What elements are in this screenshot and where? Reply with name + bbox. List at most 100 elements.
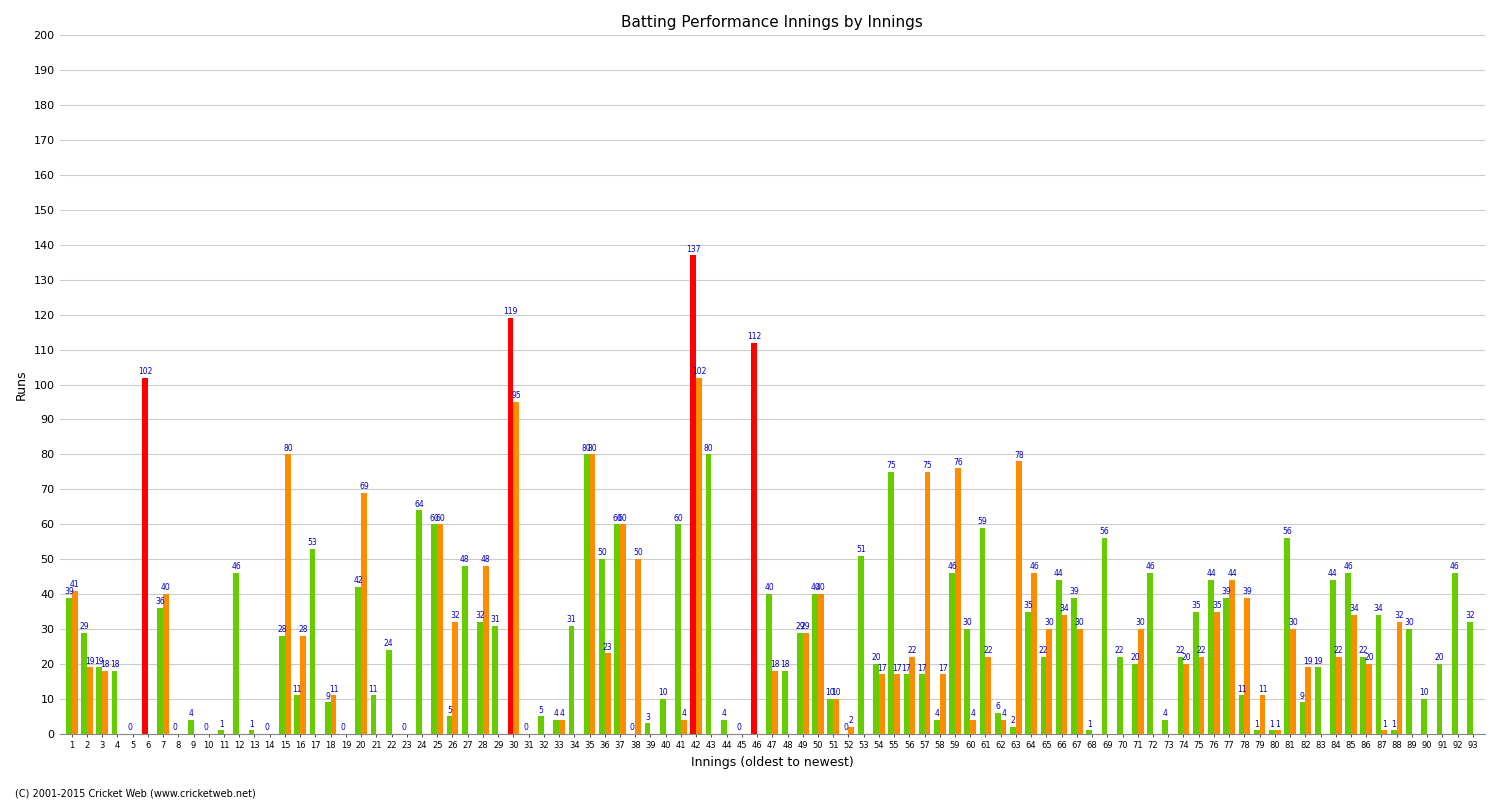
Text: 1: 1: [1088, 719, 1092, 729]
Text: 75: 75: [886, 461, 896, 470]
Text: 46: 46: [1144, 562, 1155, 571]
Text: 50: 50: [597, 549, 606, 558]
Text: 0: 0: [172, 723, 178, 732]
Bar: [752, 342, 758, 734]
Text: 112: 112: [747, 332, 762, 341]
Text: 4: 4: [1162, 709, 1168, 718]
Bar: [766, 594, 772, 734]
Bar: [1071, 598, 1077, 734]
Bar: [1352, 615, 1358, 734]
Bar: [873, 664, 879, 734]
Bar: [858, 556, 864, 734]
Bar: [696, 378, 702, 734]
Bar: [568, 626, 574, 734]
Text: 60: 60: [612, 514, 622, 522]
Bar: [102, 671, 108, 734]
Text: 1: 1: [219, 719, 224, 729]
Text: 18: 18: [100, 660, 109, 669]
Bar: [1101, 538, 1107, 734]
Bar: [796, 633, 802, 734]
Text: 34: 34: [1059, 604, 1070, 614]
Bar: [1406, 629, 1411, 734]
Bar: [705, 454, 711, 734]
Text: 4: 4: [934, 709, 939, 718]
Bar: [681, 720, 687, 734]
Bar: [294, 695, 300, 734]
Bar: [1254, 730, 1260, 734]
Text: 20: 20: [871, 654, 880, 662]
Text: 18: 18: [780, 660, 789, 669]
Text: 78: 78: [1014, 450, 1023, 460]
Text: 11: 11: [1258, 685, 1268, 694]
Text: 119: 119: [504, 307, 518, 317]
Bar: [362, 493, 368, 734]
Bar: [279, 636, 285, 734]
Text: 59: 59: [978, 517, 987, 526]
Text: 95: 95: [512, 391, 520, 400]
Text: 60: 60: [674, 514, 682, 522]
Bar: [802, 633, 808, 734]
Text: 48: 48: [482, 555, 490, 565]
Text: 69: 69: [358, 482, 369, 491]
Bar: [940, 674, 945, 734]
Text: 10: 10: [1419, 688, 1430, 697]
Bar: [447, 716, 453, 734]
Bar: [690, 255, 696, 734]
Text: 30: 30: [1076, 618, 1084, 627]
Text: 17: 17: [892, 664, 902, 673]
Bar: [1346, 573, 1352, 734]
Bar: [833, 699, 839, 734]
Text: 30: 30: [1288, 618, 1298, 627]
Text: 40: 40: [160, 583, 171, 592]
Text: 19: 19: [86, 657, 94, 666]
Text: 31: 31: [490, 614, 500, 624]
Bar: [950, 573, 956, 734]
Text: 22: 22: [1334, 646, 1344, 655]
Text: 51: 51: [856, 545, 865, 554]
Bar: [111, 671, 117, 734]
Title: Batting Performance Innings by Innings: Batting Performance Innings by Innings: [621, 15, 922, 30]
Bar: [598, 559, 604, 734]
Bar: [1178, 657, 1184, 734]
Text: 20: 20: [1365, 654, 1374, 662]
Text: 1: 1: [1275, 719, 1280, 729]
Text: 23: 23: [603, 642, 612, 652]
Text: 35: 35: [1212, 601, 1221, 610]
Text: 32: 32: [1466, 611, 1474, 620]
Bar: [986, 657, 992, 734]
Bar: [66, 598, 72, 734]
Text: 10: 10: [825, 688, 836, 697]
Bar: [1228, 580, 1234, 734]
Text: 39: 39: [64, 587, 74, 596]
Bar: [584, 454, 590, 734]
Bar: [560, 720, 566, 734]
Bar: [1208, 580, 1214, 734]
Y-axis label: Runs: Runs: [15, 370, 28, 400]
Text: 4: 4: [560, 709, 564, 718]
Bar: [722, 720, 726, 734]
Text: 22: 22: [908, 646, 916, 655]
Bar: [538, 716, 544, 734]
Bar: [453, 622, 458, 734]
Text: 80: 80: [704, 444, 714, 453]
Bar: [1214, 611, 1219, 734]
Bar: [87, 667, 93, 734]
Text: 24: 24: [384, 639, 393, 648]
Text: 1: 1: [249, 719, 254, 729]
Bar: [1284, 538, 1290, 734]
Bar: [142, 378, 148, 734]
Text: 0: 0: [736, 723, 741, 732]
Text: 46: 46: [231, 562, 242, 571]
Bar: [1077, 629, 1083, 734]
Text: 48: 48: [460, 555, 470, 565]
Bar: [812, 594, 818, 734]
Bar: [1132, 664, 1138, 734]
Text: 28: 28: [278, 626, 286, 634]
Text: 60: 60: [435, 514, 445, 522]
Bar: [604, 654, 610, 734]
Text: 17: 17: [878, 664, 886, 673]
Bar: [309, 549, 315, 734]
Text: 4: 4: [722, 709, 726, 718]
Bar: [924, 472, 930, 734]
Text: 50: 50: [633, 549, 644, 558]
